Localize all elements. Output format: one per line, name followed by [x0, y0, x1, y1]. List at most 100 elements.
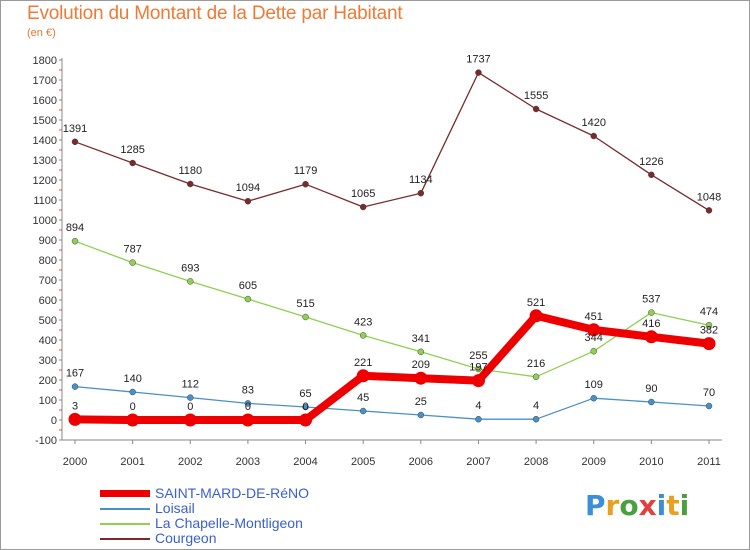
data-point: [244, 197, 252, 205]
legend-item: Loisail: [100, 500, 400, 516]
data-point: [644, 330, 658, 344]
legend-swatch: [100, 490, 150, 497]
y-tick-label: 1700: [33, 75, 57, 87]
data-label: 65: [299, 388, 311, 400]
y-tick-label: 700: [39, 275, 57, 287]
data-label: 167: [66, 368, 84, 380]
data-point: [299, 413, 313, 427]
data-label: 416: [642, 318, 660, 330]
data-label: 515: [296, 298, 314, 310]
logo-letter: P: [585, 489, 606, 522]
data-point: [241, 413, 255, 427]
data-point: [532, 373, 540, 381]
logo-letter: t: [666, 489, 680, 522]
y-tick-label: 1800: [33, 55, 57, 67]
data-point: [590, 132, 597, 140]
y-tick-label: 1500: [33, 115, 57, 127]
data-label: 693: [181, 262, 199, 274]
y-tick-label: -100: [35, 435, 57, 447]
data-label: 1555: [524, 90, 548, 102]
data-label: 605: [239, 280, 257, 292]
data-point: [71, 237, 79, 245]
legend-label: Courgeon: [155, 530, 217, 546]
data-label: 0: [302, 401, 308, 413]
x-tick-label: 2007: [466, 456, 490, 468]
data-label: 474: [700, 306, 718, 318]
x-tick-label: 2009: [581, 456, 605, 468]
data-label: 341: [412, 333, 430, 345]
y-tick-label: 300: [39, 355, 57, 367]
chart-title: Evolution du Montant de la Dette par Hab…: [27, 3, 403, 24]
chart-subtitle: (en €): [27, 27, 56, 39]
data-point: [68, 412, 82, 426]
x-tick-label: 2006: [409, 456, 433, 468]
data-label: 0: [187, 401, 193, 413]
data-point: [471, 374, 485, 388]
data-point: [302, 403, 309, 411]
data-point: [302, 313, 309, 321]
legend-swatch: [100, 523, 150, 525]
data-label: 0: [130, 401, 136, 413]
data-label: 1226: [639, 156, 663, 168]
y-tick-label: 1400: [33, 135, 57, 147]
y-tick-label: 1100: [33, 195, 57, 207]
legend-label: SAINT-MARD-DE-RéNO: [155, 485, 310, 501]
data-point: [302, 180, 309, 188]
data-label: 1737: [466, 54, 490, 66]
legend-label: Loisail: [155, 500, 195, 516]
x-tick-label: 2003: [236, 456, 260, 468]
data-point: [590, 347, 597, 355]
data-labels-layer: 3 0 0 0 0 221 209 197 521 451 416 382 167 140 112 83 65 4…: [63, 54, 721, 413]
data-point: [475, 69, 482, 76]
series-line: [74, 240, 710, 378]
data-label: 537: [642, 294, 660, 306]
data-label: 90: [645, 383, 657, 395]
data-point: [702, 337, 716, 351]
data-label: 4: [533, 400, 539, 412]
data-point: [187, 394, 194, 401]
series-layer: [68, 69, 716, 427]
x-tick-label: 2011: [697, 456, 721, 468]
x-tick-label: 2010: [639, 456, 663, 468]
data-point: [705, 402, 713, 410]
x-tick-label: 2002: [178, 456, 202, 468]
data-label: 344: [585, 332, 603, 344]
series-line: [74, 71, 710, 212]
data-point: [417, 189, 425, 197]
data-label: 521: [527, 297, 545, 309]
x-tick-label: 2008: [524, 456, 548, 468]
data-point: [129, 159, 136, 167]
data-point: [648, 309, 655, 316]
data-point: [532, 415, 540, 423]
series-line: [74, 385, 710, 420]
logo-letter: i: [656, 489, 667, 522]
data-label: 0: [245, 401, 251, 413]
data-label: 45: [357, 392, 369, 404]
legend-swatch: [100, 508, 150, 510]
data-point: [71, 383, 79, 390]
data-point: [359, 332, 367, 339]
proxiti-logo: Proxiti: [585, 489, 689, 522]
series-line: [71, 311, 713, 424]
data-label: 209: [412, 359, 430, 371]
data-label: 787: [123, 244, 141, 256]
data-point: [244, 295, 252, 303]
data-point: [359, 407, 367, 415]
data-point: [529, 309, 543, 323]
data-point: [532, 105, 540, 113]
logo-letter: x: [638, 489, 657, 522]
data-point: [356, 369, 370, 383]
data-point: [183, 413, 197, 427]
y-tick-label: 600: [39, 295, 57, 307]
y-tick-label: 400: [39, 335, 57, 347]
data-label: 255: [469, 350, 487, 362]
y-tick-label: 200: [39, 375, 57, 387]
data-point: [126, 413, 140, 427]
data-point: [129, 259, 136, 266]
data-label: 1420: [581, 117, 605, 129]
y-tick-label: 1600: [33, 95, 57, 107]
data-label: 216: [527, 358, 545, 370]
legend-item: Courgeon: [100, 530, 400, 546]
legend-label: La Chapelle-Montligeon: [155, 515, 303, 531]
